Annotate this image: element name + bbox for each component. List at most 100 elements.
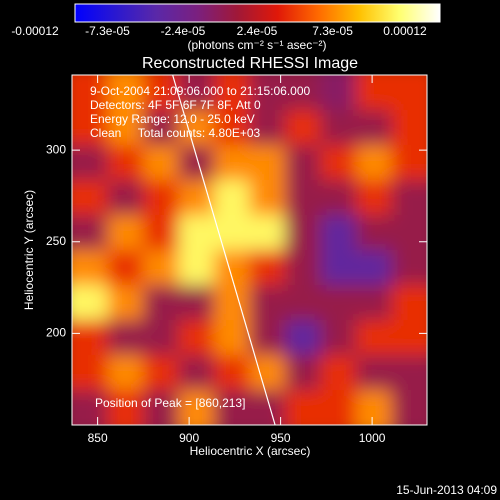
heatmap-cell: [214, 285, 251, 321]
heatmap-cell: [107, 180, 144, 216]
heatmap-cell: [320, 285, 357, 321]
heatmap-cell: [285, 75, 322, 111]
heatmap-cell: [178, 355, 215, 391]
x-tick-label: 850: [88, 431, 108, 445]
heatmap-cell: [391, 390, 427, 425]
colorbar-tick-label: -7.3e-05: [85, 24, 130, 38]
heatmap-cell: [107, 250, 144, 286]
heatmap-cell: [391, 250, 427, 286]
heatmap-cell: [249, 180, 286, 216]
x-axis-label: Heliocentric X (arcsec): [190, 444, 311, 458]
heatmap-cell: [178, 250, 215, 286]
heatmap-cell: [214, 110, 251, 146]
heatmap-cell: [143, 285, 180, 321]
annotation: Energy Range: 12.0 - 25.0 keV: [90, 112, 255, 126]
annotation: 9-Oct-2004 21:09:06.000 to 21:15:06.000: [90, 84, 310, 98]
heatmap-cell: [143, 250, 180, 286]
heatmap-cells: [72, 75, 427, 425]
colorbar-tick-label: 2.4e-05: [237, 24, 278, 38]
heatmap-cell: [285, 390, 322, 425]
heatmap-cell: [285, 215, 322, 251]
heatmap-cell: [249, 320, 286, 356]
heatmap-cell: [107, 215, 144, 251]
heatmap-cell: [249, 110, 286, 146]
y-axis-label: Heliocentric Y (arcsec): [22, 190, 36, 310]
heatmap-cell: [72, 390, 109, 425]
colorbar-tick-label: -0.00012: [11, 24, 59, 38]
heatmap-cell: [391, 355, 427, 391]
heatmap-cell: [72, 320, 109, 356]
heatmap-cell: [249, 355, 286, 391]
heatmap-cell: [391, 75, 427, 111]
heatmap-cell: [178, 215, 215, 251]
heatmap-cell: [356, 390, 393, 425]
heatmap-cell: [107, 110, 144, 146]
heatmap-cell: [107, 390, 144, 425]
heatmap-cell: [356, 75, 393, 111]
heatmap-cell: [72, 215, 109, 251]
heatmap-cell: [214, 355, 251, 391]
colorbar-label: (photons cm⁻² s⁻¹ asec⁻²): [187, 38, 326, 52]
x-tick-label: 1000: [359, 431, 386, 445]
colorbar-tick-label: -2.4e-05: [161, 24, 206, 38]
heatmap-cell: [249, 75, 286, 111]
heatmap-cell: [285, 145, 322, 181]
heatmap-cell: [143, 355, 180, 391]
peak-label: Position of Peak = [860,213]: [95, 396, 245, 410]
heatmap-cell: [72, 250, 109, 286]
heatmap-cell: [320, 355, 357, 391]
heatmap-cell: [143, 180, 180, 216]
heatmap-cell: [107, 145, 144, 181]
heatmap-cell: [107, 285, 144, 321]
heatmap-cell: [391, 285, 427, 321]
heatmap-cell: [249, 285, 286, 321]
heatmap-cell: [107, 355, 144, 391]
heatmap-cell: [178, 285, 215, 321]
heatmap-cell: [72, 285, 109, 321]
heatmap-cell: [285, 320, 322, 356]
heatmap-cell: [391, 145, 427, 181]
heatmap-cell: [214, 215, 251, 251]
heatmap-cell: [320, 320, 357, 356]
heatmap-cell: [356, 180, 393, 216]
heatmap-cell: [178, 145, 215, 181]
heatmap-cell: [143, 145, 180, 181]
heatmap-cell: [249, 215, 286, 251]
heatmap-cell: [214, 320, 251, 356]
heatmap-cell: [178, 390, 215, 425]
heatmap-cell: [285, 110, 322, 146]
heatmap-cell: [391, 320, 427, 356]
footer-date: 15-Jun-2013 04:09: [396, 483, 497, 497]
heatmap-cell: [356, 250, 393, 286]
heatmap-cell: [72, 75, 109, 111]
heatmap-cell: [143, 75, 180, 111]
heatmap-cell: [356, 285, 393, 321]
heatmap-cell: [214, 145, 251, 181]
heatmap-cell: [320, 110, 357, 146]
heatmap-cell: [143, 390, 180, 425]
annotation: Clean Total counts: 4.80E+03: [90, 126, 261, 140]
x-tick-label: 900: [179, 431, 199, 445]
heatmap-cell: [107, 75, 144, 111]
heatmap: [72, 75, 427, 425]
heatmap-cell: [214, 390, 251, 425]
colorbar-tick-label: 7.3e-05: [312, 24, 353, 38]
heatmap-cell: [285, 250, 322, 286]
heatmap-cell: [356, 110, 393, 146]
heatmap-cell: [143, 110, 180, 146]
heatmap-cell: [320, 215, 357, 251]
heatmap-cell: [320, 75, 357, 111]
heatmap-cell: [214, 75, 251, 111]
heatmap-cell: [72, 145, 109, 181]
heatmap-cell: [391, 215, 427, 251]
heatmap-cell: [356, 215, 393, 251]
heatmap-cell: [178, 75, 215, 111]
heatmap-cell: [356, 355, 393, 391]
limb-line: [172, 74, 276, 426]
heatmap-cell: [178, 320, 215, 356]
x-tick-label: 950: [271, 431, 291, 445]
heatmap-cell: [249, 390, 286, 425]
heatmap-cell: [72, 355, 109, 391]
heatmap-cell: [249, 145, 286, 181]
